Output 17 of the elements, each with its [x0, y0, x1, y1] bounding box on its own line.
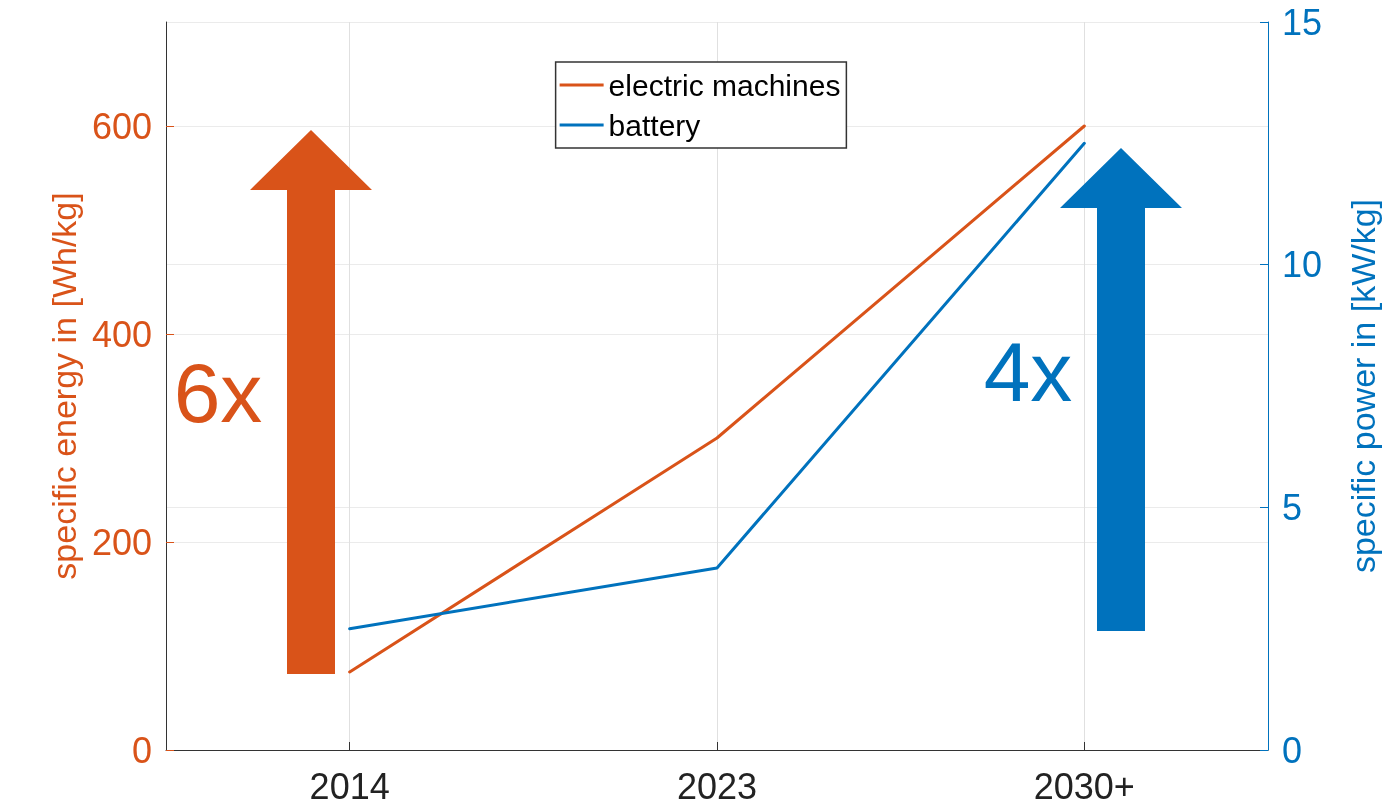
legend-label: electric machines — [608, 68, 841, 102]
y-tick-label: 200 — [91, 521, 152, 563]
annotation: 4x — [983, 323, 1073, 421]
y2-tick-label: 15 — [1282, 1, 1323, 43]
y2-tick-label: 0 — [1282, 729, 1303, 771]
y2-tick-label: 10 — [1282, 244, 1323, 286]
legend-label: battery — [608, 108, 701, 142]
annotation: 6x — [173, 344, 263, 442]
y2-axis-title: specific power in [kW/kg] — [1344, 198, 1382, 574]
y-tick-label: 400 — [91, 313, 152, 355]
y2-tick-label: 5 — [1282, 486, 1303, 528]
y-tick-label: 0 — [131, 729, 152, 771]
x-tick-label: 2014 — [309, 765, 390, 807]
x-tick-label: 2023 — [676, 765, 758, 807]
y-axis-title: specific energy in [Wh/kg] — [45, 192, 84, 580]
y-tick-label: 600 — [91, 105, 152, 147]
x-tick-label: 2030+ — [1033, 765, 1135, 807]
